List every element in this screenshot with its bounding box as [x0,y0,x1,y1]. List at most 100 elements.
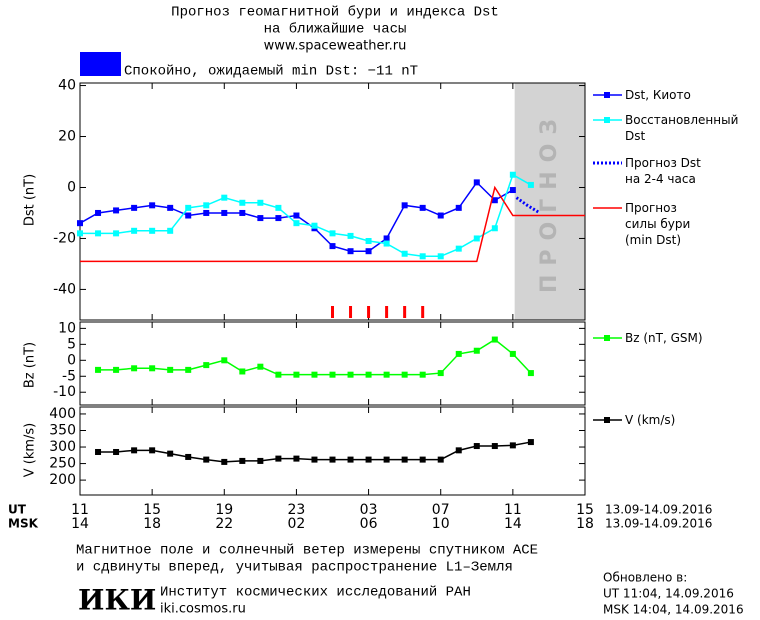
y-tick-label: 0 [67,352,76,368]
y-tick-label: -40 [53,281,76,297]
data-point [239,199,246,206]
x-tick-label: 07 [432,502,450,518]
data-point [527,181,534,188]
data-point [239,457,246,464]
series-line [80,173,532,258]
data-point [275,371,282,378]
status-text: Спокойно, ожидаемый min Dst: −11 nT [124,63,418,80]
forecast-zone [514,83,585,320]
data-point [203,456,210,463]
data-point [221,194,228,201]
msk-label: MSK [8,517,39,531]
title-line: Прогноз геомагнитной бури и индекса Dst [171,4,499,21]
data-point [455,447,462,454]
data-point [401,456,408,463]
updated-ut: UT 11:04, 14.09.2016 [603,587,734,601]
data-point [455,204,462,211]
data-point [95,366,102,373]
y-tick-label: 400 [49,406,76,422]
data-point [275,215,282,222]
data-point [401,250,408,257]
data-point [419,456,426,463]
data-point [149,202,156,209]
data-point [77,230,83,237]
data-point [401,202,408,209]
y-tick-label: 200 [49,472,76,488]
data-point [113,230,120,237]
data-point [401,371,408,378]
data-point [203,362,210,369]
y-tick-label: -10 [53,384,76,400]
x-tick-label: 18 [143,516,161,532]
data-point [509,187,516,194]
data-point [527,370,534,377]
y-tick-label: 0 [67,179,76,195]
data-point [95,448,102,455]
legend-label: Прогноз Dst на 2-4 часа [625,156,701,186]
data-point [239,368,246,375]
data-point [257,199,264,206]
data-point [203,209,210,216]
x-tick-label: 23 [288,502,306,518]
data-point [365,456,372,463]
data-point [185,204,192,211]
legend-label: Bz (nT, GSM) [625,331,703,345]
data-point [383,456,390,463]
data-point [365,371,372,378]
data-point [185,212,192,219]
data-point [185,453,192,460]
data-point [149,365,156,372]
y-tick-label: 250 [49,456,76,472]
x-tick-label: 14 [71,516,89,532]
y-tick-label: 300 [49,439,76,455]
legend-label: Восстановленный Dst [625,113,738,143]
data-point [275,455,282,462]
data-point [149,447,156,454]
y-axis-label: Bz (nT) [23,342,38,388]
series-line [80,185,585,263]
data-point [509,171,516,178]
source-url: www.spaceweather.ru [264,39,407,54]
x-tick-label: 03 [360,502,378,518]
panel-frame [79,82,586,321]
data-point [419,253,426,260]
data-point [491,336,498,343]
data-point [239,209,246,216]
panel-frame [79,321,586,406]
data-point [257,457,264,464]
x-tick-label: 22 [215,516,233,532]
data-point [293,220,300,227]
data-point [113,366,120,373]
y-tick-label: 5 [67,336,76,352]
legend-swatch [604,92,610,98]
data-point [455,350,462,357]
data-point [95,209,102,216]
y-tick-label: 20 [58,129,76,145]
data-point [221,209,228,216]
logo: ИКИ [78,584,156,617]
data-point [131,227,138,234]
x-tick-label: 19 [215,502,233,518]
legend-swatch [604,335,610,341]
data-point [473,235,480,242]
legend-swatch [604,117,610,123]
msk-dates: 13.09-14.09.2016 [605,517,712,531]
y-tick-label: 10 [58,320,76,336]
series-line [98,338,532,376]
data-point [113,207,120,214]
data-point [455,245,462,252]
data-point [473,179,480,186]
x-tick-label: 06 [360,516,378,532]
series-line [515,196,541,215]
data-point [329,371,336,378]
data-point [419,204,426,211]
data-point [293,212,300,219]
data-point [365,238,372,244]
data-point [167,204,174,211]
data-point [257,215,264,222]
data-point [437,212,444,219]
x-tick-label: 11 [504,502,522,518]
data-point [167,366,174,373]
data-point [329,243,336,250]
